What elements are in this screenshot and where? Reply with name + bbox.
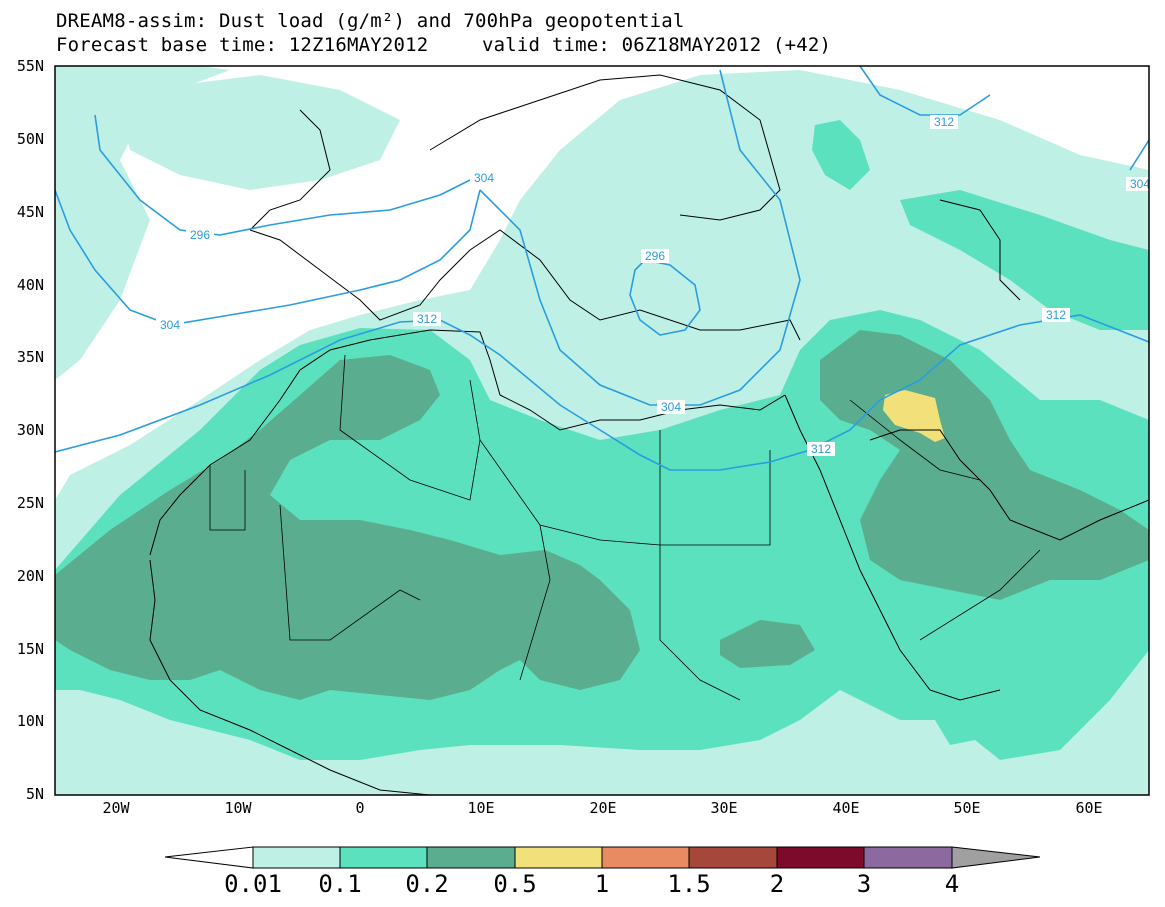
contour-312-main [55, 314, 1149, 471]
colorbar-segment [426, 846, 516, 869]
lat-label: 55N [16, 57, 44, 75]
colorbar-label: 2 [769, 870, 785, 898]
contour-label: 312 [807, 442, 835, 456]
lat-label: 35N [16, 348, 44, 366]
map-panel: 312 304 296 304 312 296 304 312 312 304 [55, 66, 1150, 795]
colorbar-segment [601, 846, 690, 869]
map-title: DREAM8-assim: Dust load (g/m²) and 700hP… [56, 10, 685, 32]
lon-label: 10E [467, 799, 495, 817]
dust-layer-01-horn [930, 668, 990, 745]
colorbar-label: 0.1 [318, 870, 362, 898]
contour-label: 296 [186, 228, 214, 242]
colorbar-segment [863, 846, 953, 869]
valid-time: valid time: 06Z18MAY2012 (+42) [482, 34, 832, 56]
svg-text:312: 312 [811, 442, 831, 456]
contour-label: 304 [1126, 177, 1150, 191]
dust-layer-001-north [120, 75, 400, 190]
contour-304-northeast [1129, 139, 1149, 171]
lat-label: 10N [16, 712, 44, 730]
map-frame [54, 65, 1150, 796]
colorbar [164, 846, 1041, 869]
contour-labels: 312 304 296 304 312 296 304 312 312 304 [156, 115, 1150, 456]
contour-label: 304 [657, 400, 685, 414]
country-borders [209, 354, 1041, 701]
lon-label: 20W [102, 799, 130, 817]
dust-layer-02-west [55, 355, 640, 700]
colorbar-label: 1 [594, 870, 610, 898]
dust-layer-01-east [900, 190, 1149, 330]
colorbar-label: 3 [856, 870, 872, 898]
colorbar-label: 0.5 [493, 870, 537, 898]
lon-label: 40E [832, 799, 860, 817]
lat-label: 50N [16, 130, 44, 148]
lat-label: 25N [16, 494, 44, 512]
dust-layer-01-caspian [812, 120, 870, 190]
dust-layer-02-sahel [720, 620, 815, 668]
lon-label: 10W [224, 799, 252, 817]
colorbar-segment [252, 846, 341, 869]
svg-text:312: 312 [934, 115, 954, 129]
lat-label: 45N [16, 203, 44, 221]
svg-text:296: 296 [190, 228, 210, 242]
contour-312-northeast [859, 66, 991, 116]
svg-text:312: 312 [1046, 308, 1066, 322]
contour-label: 312 [413, 312, 441, 326]
lon-label: 20E [589, 799, 617, 817]
coastlines [149, 74, 1149, 795]
contour-296-west [94, 114, 471, 236]
contour-304-west [55, 189, 481, 326]
lon-label: 60E [1075, 799, 1103, 817]
colorbar-label: 0.01 [224, 870, 282, 898]
lat-label: 40N [16, 276, 44, 294]
lat-label: 15N [16, 640, 44, 658]
svg-text:304: 304 [474, 171, 494, 185]
contour-label: 304 [156, 318, 184, 332]
lon-label: 0 [355, 799, 365, 817]
svg-text:304: 304 [661, 400, 681, 414]
colorbar-label: 4 [944, 870, 960, 898]
lon-label: 30E [710, 799, 738, 817]
contour-296-aegean [629, 259, 701, 336]
colorbar-segment [514, 846, 603, 869]
dust-layer-05 [883, 390, 945, 442]
contour-label: 312 [1042, 308, 1070, 322]
colorbar-high-arrow [951, 846, 1041, 869]
colorbar-segment [339, 846, 428, 869]
lat-label: 30N [16, 421, 44, 439]
contour-label: 312 [930, 115, 958, 129]
contour-label: 296 [641, 249, 669, 263]
forecast-base-time: Forecast base time: 12Z16MAY2012 [56, 34, 429, 56]
lat-label: 5N [25, 785, 44, 803]
contour-label: 304 [470, 171, 498, 185]
colorbar-low-arrow [164, 846, 254, 869]
svg-text:296: 296 [645, 249, 665, 263]
colorbar-segment [776, 846, 865, 869]
lat-label: 20N [16, 567, 44, 585]
contour-304-central [479, 69, 801, 406]
colorbar-label: 0.2 [405, 870, 449, 898]
svg-text:312: 312 [417, 312, 437, 326]
colorbar-label: 1.5 [667, 870, 711, 898]
svg-text:304: 304 [160, 318, 180, 332]
lon-label: 50E [953, 799, 981, 817]
geopotential-contours [55, 66, 1149, 471]
colorbar-segment [688, 846, 778, 869]
svg-text:304: 304 [1130, 177, 1150, 191]
